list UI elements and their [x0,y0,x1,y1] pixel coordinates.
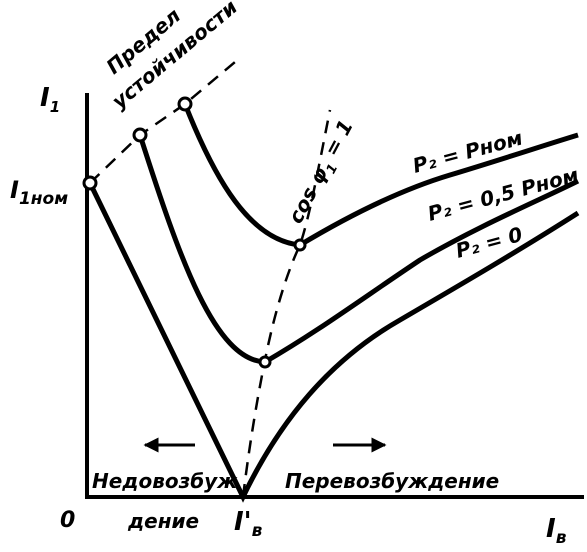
curve-markers [82,96,307,369]
v-curves [87,103,580,503]
stability-limit-label: Предел устойчивости [102,0,242,113]
unity-power-factor-line [241,109,332,498]
marker-full-load-limit [177,96,193,112]
nominal-current-label: I1ном [10,176,68,209]
excitation-current-prime-label: I'в [234,507,263,541]
marker-nominal-current [82,175,98,191]
stability-limit-line [89,61,236,184]
axes [85,93,584,499]
curve-p2-half-nominal [137,134,580,365]
under-excitation-label-line2: дение [127,509,199,533]
y-axis-label: I1 [40,83,60,116]
over-excitation-label: Перевозбуждение [285,469,499,493]
marker-full-load-min [293,238,307,252]
marker-half-load-min [258,355,272,369]
under-excitation-label-line1: Недовозбуж [92,469,238,493]
x-axis-label: Iв [546,514,567,548]
unity-power-factor-label: cos φ1 = 1 [283,116,362,230]
origin-label: 0 [60,508,75,533]
marker-half-load-limit [132,127,148,143]
curve-p2-nominal [182,103,579,248]
curve-zero-label: P₂ = 0 [453,222,525,263]
curve-p2-zero [87,181,580,503]
